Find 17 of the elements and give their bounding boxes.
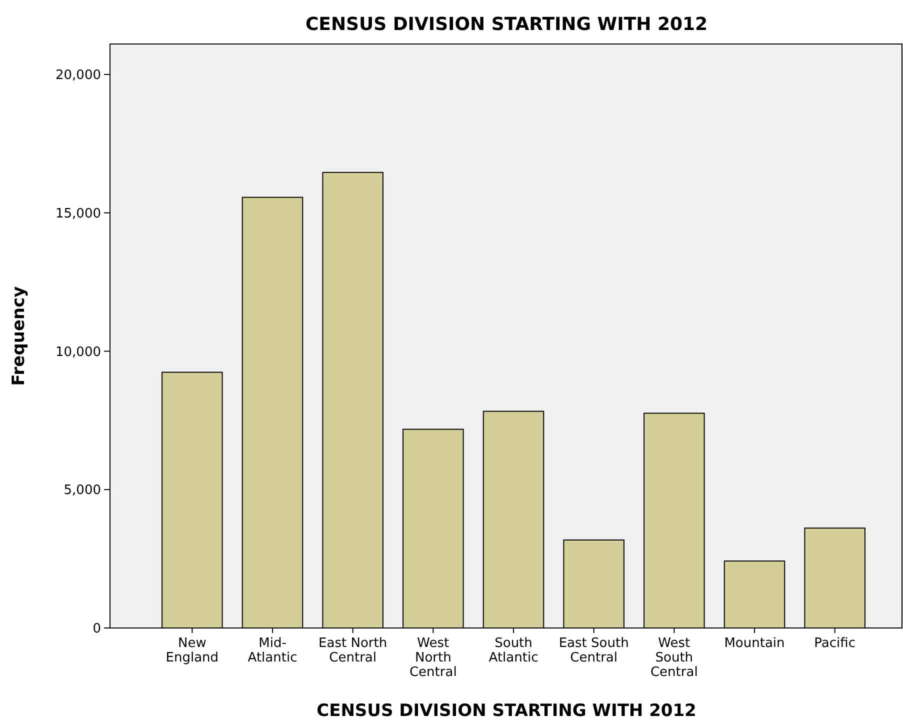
- x-axis-title: CENSUS DIVISION STARTING WITH 2012: [316, 701, 696, 721]
- x-tick-label: Mountain: [724, 636, 785, 651]
- y-tick-label: 20,000: [56, 68, 101, 83]
- x-tick-label: West North Central: [409, 636, 457, 680]
- y-axis-title: Frequency: [9, 286, 29, 386]
- y-tick-label: 0: [92, 622, 101, 637]
- x-tick-label: Pacific: [814, 636, 856, 651]
- y-tick-label: 15,000: [56, 206, 101, 222]
- x-tick-label: South Atlantic: [488, 636, 538, 666]
- x-tick-label: New England: [166, 636, 219, 666]
- y-tick-label: 5,000: [64, 483, 101, 498]
- x-tick-label: Mid- Atlantic: [248, 636, 298, 666]
- x-tick-label: East North Central: [318, 636, 388, 666]
- x-tick-label: East South Central: [558, 636, 629, 666]
- y-tick-label: 10,000: [56, 344, 101, 360]
- chart-title: CENSUS DIVISION STARTING WITH 2012: [305, 14, 708, 35]
- x-tick-label: West South Central: [650, 636, 698, 680]
